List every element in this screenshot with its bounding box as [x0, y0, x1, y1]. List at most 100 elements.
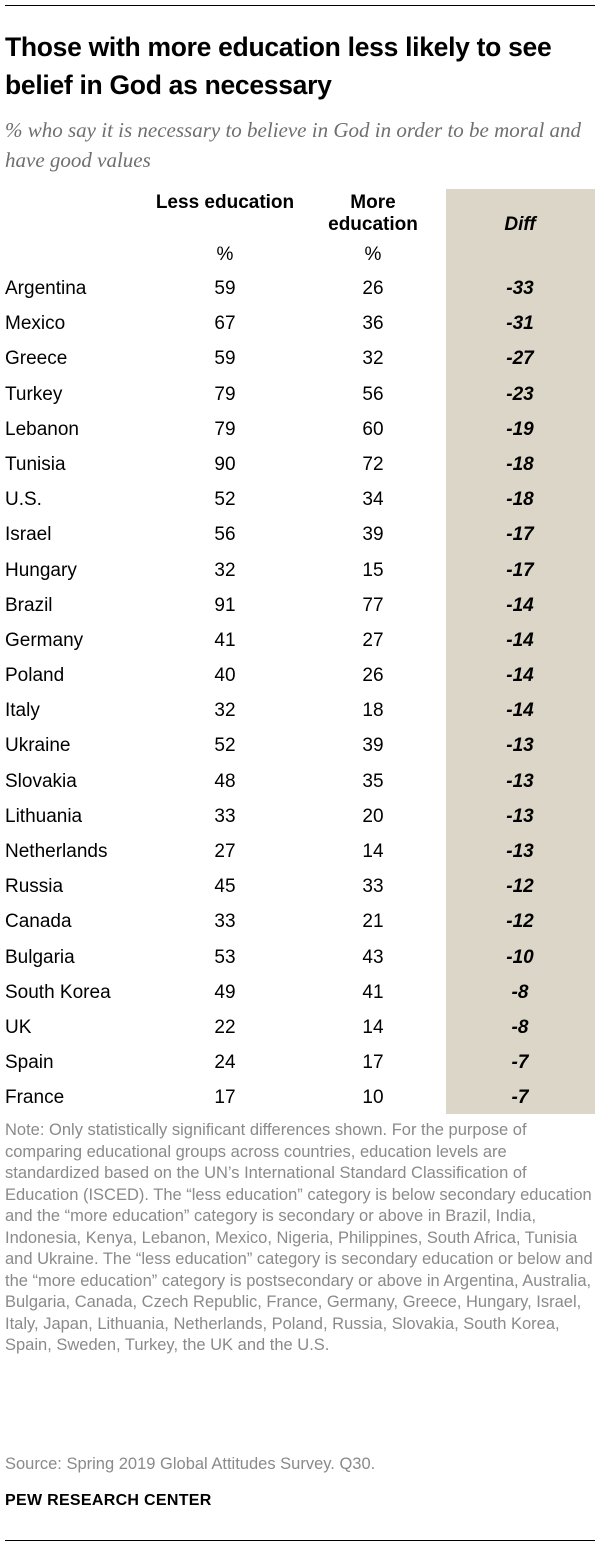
diff-value: -8 [511, 981, 529, 1003]
diff-value: -13 [506, 735, 534, 757]
country-label: Mexico [5, 313, 66, 335]
country-label: Russia [5, 876, 64, 898]
more-education-value: 41 [362, 981, 384, 1003]
column-header-more-education: More education [328, 192, 418, 235]
more-education-value: 33 [362, 876, 384, 898]
unit-label-more-education: % [364, 244, 382, 265]
diff-value: -7 [511, 1087, 529, 1109]
less-education-value: 49 [214, 981, 236, 1003]
country-label: U.S. [5, 489, 42, 511]
column-header-diff: Diff [504, 214, 536, 235]
more-education-value: 26 [362, 278, 384, 299]
diff-column-background [446, 189, 595, 1114]
more-education-value: 77 [362, 594, 384, 616]
less-education-value: 52 [214, 489, 236, 511]
diff-value: -17 [506, 524, 534, 546]
bottom-rule [5, 1540, 595, 1541]
country-label: Argentina [5, 278, 87, 299]
more-education-value: 18 [362, 700, 384, 722]
diff-value: -19 [506, 418, 534, 440]
diff-value: -31 [506, 313, 534, 335]
less-education-value: 52 [214, 735, 236, 757]
chart-title: Those with more education less likely to… [5, 32, 552, 100]
more-education-value: 27 [362, 629, 384, 651]
table-row: Argentina 59 26 -33 [0, 271, 599, 306]
less-education-value: 32 [214, 559, 236, 581]
diff-value: -17 [506, 559, 534, 581]
more-education-value: 35 [362, 770, 384, 792]
diff-value: -18 [506, 489, 534, 511]
country-label: Tunisia [5, 453, 66, 475]
less-education-value: 67 [214, 313, 236, 335]
table-row: Netherlands 27 14 -13 [0, 834, 599, 869]
diff-value: -7 [511, 1052, 529, 1074]
country-label: Lithuania [5, 805, 83, 827]
diff-value: -14 [506, 629, 534, 651]
table-row: Russia 45 33 -12 [0, 869, 599, 904]
country-label: Turkey [5, 383, 63, 405]
less-education-value: 90 [214, 453, 236, 475]
more-education-value: 60 [362, 418, 384, 440]
table-row: Italy 32 18 -14 [0, 693, 599, 728]
chart-subtitle: % who say it is necessary to believe in … [5, 118, 582, 172]
less-education-value: 17 [214, 1087, 236, 1109]
diff-value: -18 [506, 453, 534, 475]
country-label: Netherlands [5, 841, 108, 862]
less-education-value: 24 [214, 1052, 236, 1074]
less-education-value: 79 [214, 418, 236, 440]
table-body: Argentina 59 26 -33 Mexico 67 36 -31 Greece 59 32 -… [0, 271, 599, 1116]
less-education-value: 41 [214, 629, 236, 651]
less-education-value: 59 [214, 278, 236, 299]
more-education-value: 56 [362, 383, 384, 405]
less-education-value: 45 [214, 876, 236, 898]
country-label: Poland [5, 665, 65, 687]
footnote: Note: Only statistically significant dif… [5, 1121, 593, 1354]
more-education-value: 14 [362, 841, 384, 862]
country-label: Germany [5, 629, 84, 651]
source-note: Source: Spring 2019 Global Attitudes Sur… [5, 1455, 376, 1473]
table-row: Slovakia 48 35 -13 [0, 764, 599, 799]
more-education-value: 20 [362, 805, 384, 827]
country-label: Ukraine [5, 735, 71, 757]
unit-label-less-education: % [216, 244, 234, 265]
table-row: Lithuania 33 20 -13 [0, 799, 599, 834]
more-education-value: 26 [362, 665, 384, 687]
more-education-value: 21 [362, 911, 384, 933]
table-row: Brazil 91 77 -14 [0, 588, 599, 623]
more-education-value: 72 [362, 453, 384, 475]
more-education-value: 15 [362, 559, 384, 581]
diff-value: -33 [506, 278, 534, 299]
table-row: Spain 24 17 -7 [0, 1045, 599, 1080]
diff-value: -8 [511, 1016, 529, 1038]
less-education-value: 40 [214, 665, 236, 687]
diff-value: -10 [506, 946, 534, 968]
table-row: Canada 33 21 -12 [0, 904, 599, 939]
less-education-value: 53 [214, 946, 236, 968]
diff-value: -12 [506, 911, 534, 933]
table-row: Lebanon 79 60 -19 [0, 412, 599, 447]
more-education-value: 43 [362, 946, 384, 968]
more-education-value: 39 [362, 524, 384, 546]
country-label: Canada [5, 911, 72, 933]
table-row: Tunisia 90 72 -18 [0, 447, 599, 482]
less-education-value: 33 [214, 911, 236, 933]
diff-value: -14 [506, 665, 534, 687]
less-education-value: 32 [214, 700, 236, 722]
country-label: Lebanon [5, 418, 79, 440]
diff-value: -13 [506, 805, 534, 827]
table-row: U.S. 52 34 -18 [0, 482, 599, 517]
brand-label: PEW RESEARCH CENTER [5, 1492, 212, 1509]
more-education-value: 39 [362, 735, 384, 757]
less-education-value: 79 [214, 383, 236, 405]
column-header-less-education: Less education [155, 192, 295, 213]
table-row: Hungary 32 15 -17 [0, 553, 599, 588]
less-education-value: 22 [214, 1016, 236, 1038]
more-education-value: 14 [362, 1016, 384, 1038]
more-education-value: 36 [362, 313, 384, 335]
table-row: Ukraine 52 39 -13 [0, 728, 599, 763]
diff-value: -27 [506, 348, 534, 370]
table-row: Germany 41 27 -14 [0, 623, 599, 658]
more-education-value: 17 [362, 1052, 384, 1074]
country-label: Greece [5, 348, 68, 370]
table-row: France 17 10 -7 [0, 1080, 599, 1115]
